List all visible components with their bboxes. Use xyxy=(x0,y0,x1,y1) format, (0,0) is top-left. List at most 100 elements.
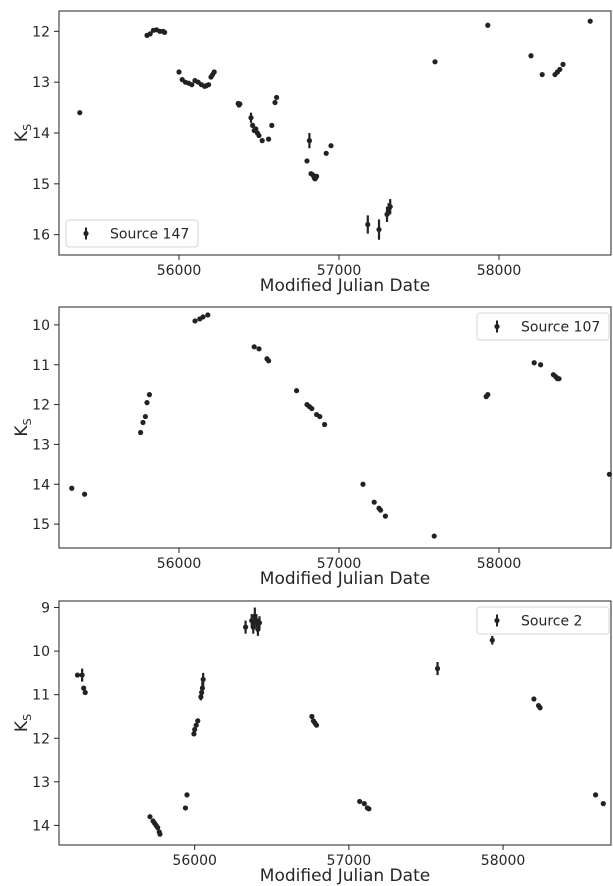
panel-1: 56000 57000 58000 12 13 14 15 16 Modified Julian… xyxy=(12,10,612,296)
data-point xyxy=(144,400,150,406)
data-point xyxy=(182,805,189,811)
data-point xyxy=(537,705,543,711)
y-tick-label: 15 xyxy=(32,517,50,533)
data-point xyxy=(199,685,205,691)
data-point xyxy=(489,637,495,643)
data-point xyxy=(74,672,81,678)
legend-box xyxy=(476,606,610,635)
data-point xyxy=(82,689,88,696)
data-point xyxy=(538,362,544,368)
data-point xyxy=(266,358,272,364)
data-point xyxy=(360,481,366,487)
data-point xyxy=(485,392,491,398)
data-point xyxy=(189,82,195,88)
x-tick-label: 58000 xyxy=(477,263,522,279)
data-point xyxy=(256,346,262,352)
data-point xyxy=(248,115,254,121)
data-point xyxy=(272,99,278,106)
data-point xyxy=(387,204,393,210)
data-point xyxy=(162,29,168,35)
y-tick-label: 13 xyxy=(32,775,50,791)
y-tick-label: 9 xyxy=(41,601,50,617)
data-point xyxy=(376,226,382,233)
plot-frame xyxy=(58,10,612,256)
data-point xyxy=(184,792,190,798)
data-point xyxy=(378,507,384,513)
data-point xyxy=(304,158,310,164)
data-point xyxy=(322,421,328,428)
data-point xyxy=(309,405,315,412)
data-point xyxy=(157,831,163,837)
data-point xyxy=(138,429,144,436)
x-tick-label: 57000 xyxy=(317,556,362,572)
y-axis-label: KS xyxy=(12,714,34,732)
y-tick-label: 14 xyxy=(32,818,50,834)
data-point xyxy=(434,665,441,672)
data-point xyxy=(237,101,243,107)
data-point xyxy=(431,533,437,539)
y-axis-label-main: K xyxy=(12,425,32,437)
legend-box xyxy=(476,312,610,341)
y-tick-label: 16 xyxy=(32,228,50,244)
data-point xyxy=(256,132,262,139)
data-point xyxy=(557,66,563,73)
y-axis-label: KS xyxy=(12,418,34,436)
y-tick-label: 15 xyxy=(32,177,50,193)
data-point xyxy=(176,69,182,75)
data-point xyxy=(191,731,197,737)
data-point xyxy=(146,392,152,398)
data-point xyxy=(365,221,371,228)
legend-box xyxy=(65,219,199,248)
y-tick-label: 12 xyxy=(32,731,50,747)
data-point xyxy=(140,419,146,426)
x-tick-label: 56000 xyxy=(172,853,217,869)
data-point xyxy=(69,485,75,491)
panel-3: 56000 57000 58000 9 10 11 12 13 14 Modified Julia… xyxy=(12,600,612,886)
data-point xyxy=(314,173,320,179)
data-point xyxy=(192,726,198,733)
y-axis-label: KS xyxy=(12,124,34,142)
data-point xyxy=(606,471,613,477)
data-point xyxy=(266,136,272,142)
data-point xyxy=(306,138,312,144)
y-axis-label-subscript: S xyxy=(21,418,34,425)
y-tick-label: 12 xyxy=(32,398,50,414)
legend-label: Source 2 xyxy=(521,614,582,630)
y-tick-label: 10 xyxy=(32,644,50,660)
data-point xyxy=(147,31,153,37)
data-point xyxy=(600,801,606,807)
y-tick-label: 11 xyxy=(32,688,50,704)
x-tick-label: 57000 xyxy=(317,263,362,279)
x-axis-label: Modified Julian Date xyxy=(260,866,430,886)
data-point xyxy=(142,413,148,420)
plot-frame xyxy=(58,600,612,846)
y-axis-label-subscript: S xyxy=(21,124,34,131)
data-point xyxy=(242,624,249,630)
y-tick-label: 13 xyxy=(32,75,50,91)
y-tick-label: 10 xyxy=(32,318,50,334)
data-point xyxy=(251,344,257,350)
data-point xyxy=(200,676,206,683)
legend-label: Source 147 xyxy=(110,227,189,243)
data-point xyxy=(539,71,545,78)
data-point xyxy=(155,824,161,831)
data-point xyxy=(294,388,300,394)
data-point xyxy=(147,814,153,820)
legend-marker xyxy=(83,230,89,237)
data-point xyxy=(328,143,334,149)
x-tick-label: 56000 xyxy=(157,556,202,572)
data-point xyxy=(531,360,537,366)
y-tick-label: 14 xyxy=(32,126,50,142)
x-axis-label: Modified Julian Date xyxy=(260,569,430,589)
data-point xyxy=(371,499,377,505)
data-point xyxy=(77,110,83,116)
data-point xyxy=(79,672,85,678)
data-point xyxy=(432,59,438,65)
data-point xyxy=(587,18,593,24)
y-tick-label: 13 xyxy=(32,437,50,453)
plot-frame xyxy=(58,306,612,549)
data-point xyxy=(253,126,259,132)
y-tick-label: 14 xyxy=(32,477,50,493)
panel-2: 56000 57000 58000 10 11 12 13 14 15 Modified Juli… xyxy=(12,306,613,589)
